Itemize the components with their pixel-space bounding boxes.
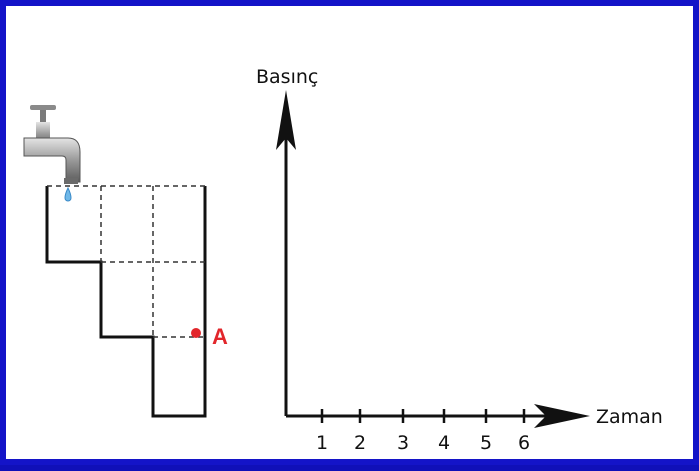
tick-label-3: 3 [397,432,409,454]
x-axis-tick-labels: 1 2 3 4 5 6 [316,432,530,454]
y-axis-label: Basınç [256,66,318,88]
container-grid [47,185,205,338]
stepped-container [45,186,207,418]
tick-label-4: 4 [438,432,450,454]
point-a-marker [191,328,201,338]
x-axis-label: Zaman [596,406,663,428]
water-drop-icon [64,186,72,202]
y-axis [276,90,296,416]
tick-label-5: 5 [480,432,492,454]
faucet-icon [23,105,81,184]
x-axis-ticks [320,409,526,423]
point-a-label: A [212,324,228,349]
diagram-canvas: A Basınç Zaman 1 2 3 4 5 6 [23,66,663,454]
x-axis [286,404,590,428]
tick-label-1: 1 [316,432,328,454]
tick-label-6: 6 [518,432,530,454]
tick-label-2: 2 [354,432,366,454]
